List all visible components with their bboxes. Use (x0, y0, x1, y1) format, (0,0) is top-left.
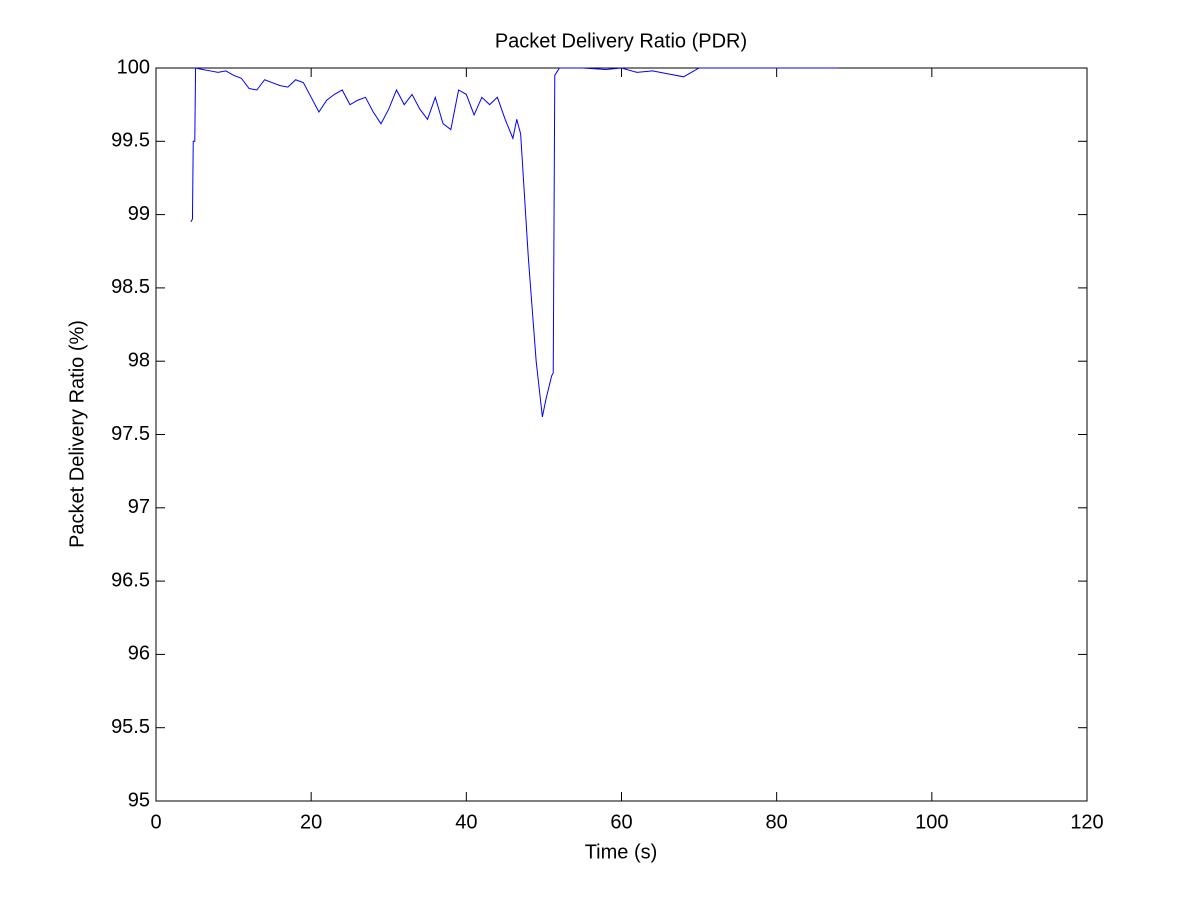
x-tick-label: 20 (300, 811, 322, 833)
x-tick-label: 40 (455, 811, 477, 833)
y-tick-label: 98 (128, 349, 150, 371)
y-tick-label: 97 (128, 496, 150, 518)
y-tick-label: 99.5 (111, 130, 150, 152)
y-tick-label: 100 (117, 56, 150, 78)
y-tick-label: 95.5 (111, 716, 150, 738)
y-tick-label: 99 (128, 203, 150, 225)
x-tick-label: 100 (915, 811, 948, 833)
y-tick-label: 97.5 (111, 423, 150, 445)
y-tick-label: 96 (128, 643, 150, 665)
y-axis-label: Packet Delivery Ratio (%) (66, 320, 88, 548)
x-axis-label: Time (s) (585, 841, 658, 863)
y-tick-label: 98.5 (111, 276, 150, 298)
y-tick-label: 95 (128, 789, 150, 811)
x-tick-label: 60 (610, 811, 632, 833)
chart-title: Packet Delivery Ratio (PDR) (495, 30, 747, 52)
data-line (190, 67, 839, 418)
x-tick-label: 120 (1070, 811, 1103, 833)
y-tick-label: 96.5 (111, 569, 150, 591)
x-tick-label: 0 (150, 811, 161, 833)
x-tick-label: 80 (766, 811, 788, 833)
plot-area (155, 67, 1088, 802)
